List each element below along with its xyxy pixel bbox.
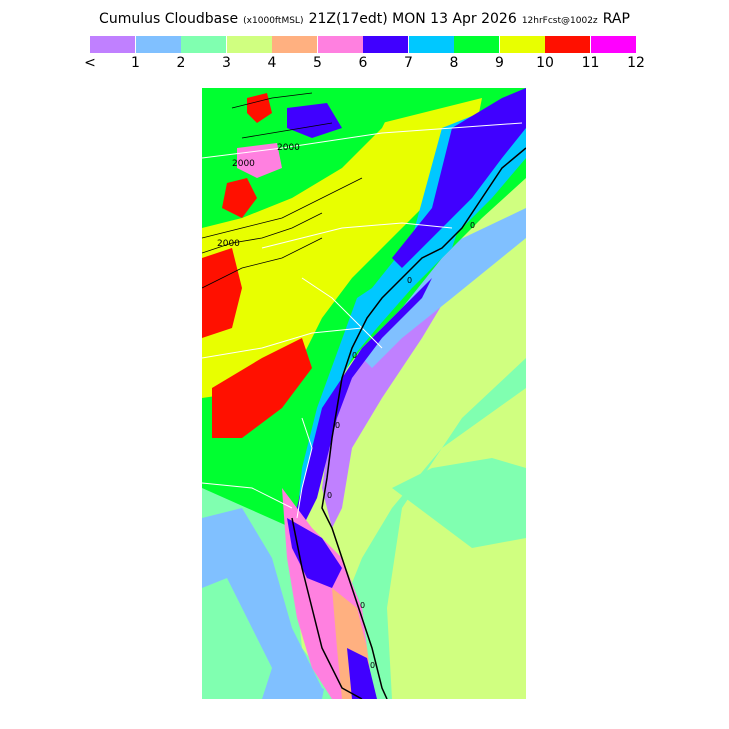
contour-label-3: 2000	[217, 239, 240, 249]
coast-label-5: 0	[327, 491, 332, 500]
legend-swatch	[590, 36, 636, 53]
land-coastal-cyan	[297, 218, 462, 518]
red-core-north	[222, 178, 257, 218]
state-borders	[202, 122, 523, 519]
title-valid-time: 21Z(17edt) MON 13 Apr 2026	[308, 11, 517, 27]
legend-tick-label: 4	[267, 55, 277, 71]
cloudbase-map: 2000 2000 2000 0 0 0 0 0 0 0	[202, 88, 526, 699]
coast-label-7: 0	[370, 661, 375, 670]
legend-tick-label: 1	[131, 55, 140, 71]
coast-label-6: 0	[360, 601, 365, 610]
coast-label-2: 0	[407, 276, 412, 285]
legend-tick-label: 3	[222, 55, 231, 71]
legend-swatch	[226, 36, 272, 53]
land-blue	[392, 88, 526, 268]
legend-tick-label: <	[84, 55, 96, 71]
purple-core-north	[287, 103, 342, 138]
coast-label-1: 0	[470, 221, 475, 230]
legend-swatch	[272, 36, 317, 53]
ocean-blue-band	[362, 208, 526, 368]
contour-label-2: 2000	[277, 143, 300, 153]
gulf-green-inner	[202, 578, 272, 699]
legend-tick-label: 10	[536, 55, 554, 71]
title-model: RAP	[602, 11, 630, 27]
title-product: Cumulus Cloudbase	[99, 11, 239, 27]
map-svg: 2000 2000 2000 0 0 0 0 0 0 0	[202, 88, 526, 699]
legend-swatch	[454, 36, 499, 53]
legend-swatch	[408, 36, 454, 53]
coast-label-3: 0	[352, 351, 357, 360]
coast-label-4: 0	[335, 421, 340, 430]
legend-swatch	[317, 36, 363, 53]
legend-swatch	[90, 36, 135, 53]
red-core-south	[212, 338, 312, 438]
florida-south-blue	[347, 648, 377, 699]
legend-swatch	[499, 36, 545, 53]
red-core-west	[202, 248, 242, 338]
legend-swatch	[181, 36, 226, 53]
legend-tick-label: 11	[581, 55, 600, 71]
land-coastal-blue	[294, 278, 432, 528]
legend-swatch	[545, 36, 590, 53]
legend-swatch	[363, 36, 408, 53]
legend-tick-label: 6	[358, 55, 368, 71]
cloudbase-contours	[202, 92, 363, 289]
contour-label-1: 2000	[232, 159, 255, 169]
ocean-pale-blob	[392, 458, 526, 548]
title-units: (x1000ftMSL)	[243, 16, 304, 26]
legend-tick-label: 5	[313, 55, 322, 71]
title-forecast: 12hrFcst@1002z	[521, 16, 598, 26]
legend-tick-label: 9	[495, 55, 504, 71]
legend-swatch	[135, 36, 181, 53]
legend-tick-label: 8	[449, 55, 459, 71]
chart-title: Cumulus Cloudbase (x1000ftMSL) 21Z(17edt…	[0, 8, 729, 27]
ocean-green-band	[322, 238, 526, 699]
red-core-top	[247, 93, 272, 123]
legend-tick-label: 2	[176, 55, 186, 71]
legend-tick-label: 12	[627, 55, 645, 71]
coastline	[291, 147, 526, 699]
florida-blue	[287, 518, 342, 588]
legend-tick-label: 7	[404, 55, 413, 71]
ocean-purple-band	[322, 288, 452, 528]
